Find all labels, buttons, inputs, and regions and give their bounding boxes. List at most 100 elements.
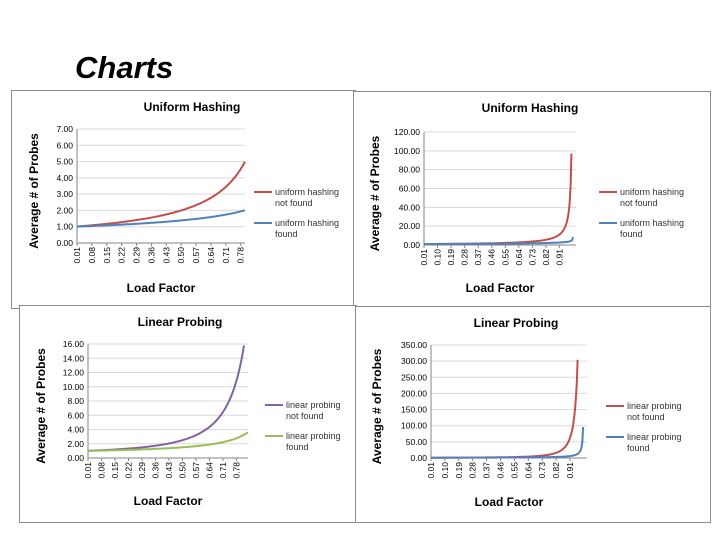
y-tick-label: 12.00 (63, 368, 85, 378)
y-axis-label: Average # of Probes (370, 348, 384, 464)
x-axis-label: Load Factor (127, 281, 196, 295)
y-tick-label: 0.00 (403, 240, 420, 250)
chart-title: Uniform Hashing (482, 101, 579, 115)
x-tick-label: 0.73 (537, 462, 547, 479)
x-tick-label: 0.46 (496, 462, 506, 479)
legend-label: not found (627, 412, 665, 422)
series-line-1 (77, 161, 246, 228)
x-tick-label: 0.19 (446, 249, 456, 266)
series-line-2 (424, 236, 574, 246)
x-tick-label: 0.01 (426, 462, 436, 479)
y-tick-label: 300.00 (401, 356, 427, 366)
legend-label: uniform hashing (275, 187, 339, 197)
chart-svg-1: Uniform Hashing 0.00 1.00 2.00 3.00 4.00 5.00 6… (27, 100, 339, 295)
legend-label: linear probing (627, 432, 682, 442)
legend-label: uniform hashing (275, 218, 339, 228)
legend-label: linear probing (286, 400, 341, 410)
y-tick-label: 1.00 (56, 222, 73, 232)
y-tick-label: 200.00 (401, 388, 427, 398)
x-tick-label: 0.15 (102, 247, 112, 264)
legend-label: not found (620, 198, 658, 208)
y-tick-label: 100.00 (401, 421, 427, 431)
x-tick-label: 0.71 (218, 462, 228, 479)
y-tick-label: 120.00 (394, 127, 420, 137)
x-tick-label: 0.91 (554, 249, 564, 266)
series-line-1 (424, 153, 573, 245)
y-tick-label: 250.00 (401, 372, 427, 382)
x-tick-label: 0.37 (473, 249, 483, 266)
series-line-1 (88, 345, 245, 452)
x-tick-label: 0.10 (433, 249, 443, 266)
chart-panel-2: Uniform Hashing 0.00 20.00 40.00 60.00 80.00 1… (353, 91, 711, 310)
y-tick-label: 16.00 (63, 339, 85, 349)
x-tick-label: 0.57 (191, 247, 201, 264)
y-tick-label: 150.00 (401, 405, 427, 415)
x-tick-label: 0.36 (150, 462, 160, 479)
y-tick-label: 5.00 (56, 157, 73, 167)
y-tick-label: 40.00 (399, 202, 421, 212)
x-tick-label: 0.28 (468, 462, 478, 479)
y-axis-label: Average # of Probes (27, 133, 41, 249)
y-tick-label: 6.00 (67, 410, 84, 420)
x-tick-label: 0.73 (527, 249, 537, 266)
x-tick-label: 0.19 (454, 462, 464, 479)
x-tick-label: 0.91 (565, 462, 575, 479)
x-tick-label: 0.22 (123, 462, 133, 479)
x-tick-label: 0.55 (500, 249, 510, 266)
y-axis-label: Average # of Probes (368, 135, 382, 251)
x-tick-label: 0.78 (236, 247, 246, 264)
x-tick-label: 0.64 (523, 462, 533, 479)
y-tick-label: 10.00 (63, 382, 85, 392)
chart-svg-4: Linear Probing 0.00 50.00 100.00 150.00 200.0… (370, 316, 682, 509)
x-tick-label: 0.43 (164, 462, 174, 479)
y-axis-label: Average # of Probes (34, 348, 48, 464)
legend-label: linear probing (627, 401, 682, 411)
x-tick-label: 0.64 (514, 249, 524, 266)
legend-label: found (286, 442, 309, 452)
legend-label: found (627, 443, 650, 453)
x-tick-label: 0.82 (541, 249, 551, 266)
x-tick-label: 0.71 (221, 247, 231, 264)
x-tick-label: 0.29 (132, 247, 142, 264)
x-tick-label: 0.43 (161, 247, 171, 264)
x-tick-label: 0.29 (137, 462, 147, 479)
y-tick-label: 8.00 (67, 396, 84, 406)
legend-label: not found (286, 411, 324, 421)
y-tick-label: 3.00 (56, 189, 73, 199)
y-tick-label: 4.00 (56, 173, 73, 183)
x-tick-label: 0.82 (551, 462, 561, 479)
y-tick-label: 4.00 (67, 425, 84, 435)
y-tick-label: 60.00 (399, 184, 421, 194)
legend-label: uniform hashing (620, 218, 684, 228)
y-tick-label: 80.00 (399, 165, 421, 175)
x-tick-label: 0.01 (419, 249, 429, 266)
series-line-2 (88, 431, 249, 452)
chart-svg-2: Uniform Hashing 0.00 20.00 40.00 60.00 80.00 1… (368, 101, 684, 295)
x-tick-label: 0.15 (110, 462, 120, 479)
x-tick-label: 0.37 (482, 462, 492, 479)
y-tick-label: 2.00 (67, 439, 84, 449)
y-tick-label: 14.00 (63, 353, 85, 363)
x-axis-label: Load Factor (134, 494, 203, 508)
y-tick-label: 6.00 (56, 140, 73, 150)
y-tick-label: 7.00 (56, 124, 73, 134)
x-tick-label: 0.57 (191, 462, 201, 479)
x-tick-label: 0.50 (176, 247, 186, 264)
x-axis-label: Load Factor (466, 281, 535, 295)
x-tick-label: 0.22 (117, 247, 127, 264)
legend-label: found (620, 229, 643, 239)
x-tick-label: 0.36 (146, 247, 156, 264)
x-axis-label: Load Factor (475, 495, 544, 509)
legend-label: linear probing (286, 431, 341, 441)
x-tick-label: 0.08 (87, 247, 97, 264)
x-tick-label: 0.28 (460, 249, 470, 266)
x-tick-label: 0.08 (96, 462, 106, 479)
x-tick-label: 0.55 (509, 462, 519, 479)
series-line-1 (431, 359, 579, 459)
y-tick-label: 2.00 (56, 205, 73, 215)
chart-title: Linear Probing (138, 315, 223, 329)
x-tick-label: 0.64 (204, 462, 214, 479)
chart-title: Uniform Hashing (144, 100, 241, 114)
slide-title: Charts (75, 50, 174, 85)
y-tick-label: 50.00 (406, 437, 428, 447)
